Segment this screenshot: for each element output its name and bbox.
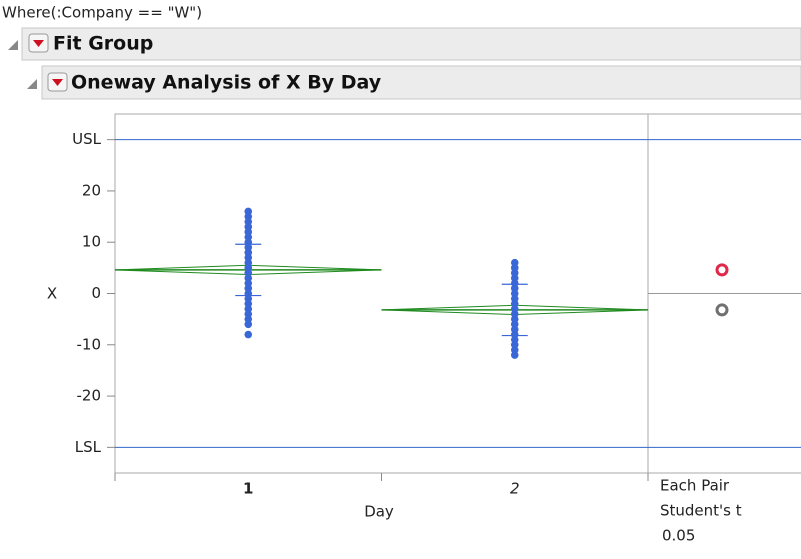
compare-label: Each Pair xyxy=(660,477,730,495)
x-tick-label: 1 xyxy=(243,480,253,498)
y-tick-label: 20 xyxy=(82,181,101,199)
y-tick-label: 0 xyxy=(91,284,101,302)
outline-title: Fit Group xyxy=(53,33,153,55)
where-clause: Where(:Company == "W") xyxy=(2,4,202,22)
disclosure-icon[interactable] xyxy=(8,40,18,50)
x-axis-label: Day xyxy=(364,503,394,521)
spec-limit-label: LSL xyxy=(75,438,102,456)
comparison-circle xyxy=(715,263,729,277)
comparison-circle xyxy=(715,303,729,317)
compare-label: Student's t xyxy=(660,502,742,520)
compare-label: 0.05 xyxy=(662,527,695,545)
outline-header xyxy=(21,27,801,61)
menu-arrow xyxy=(52,79,63,86)
plot-frame xyxy=(114,113,649,474)
menu-arrow xyxy=(33,40,44,47)
outline-title: Oneway Analysis of X By Day xyxy=(71,72,382,94)
y-tick-label: -10 xyxy=(77,335,102,353)
data-point xyxy=(244,320,253,329)
x-tick-label: 2 xyxy=(510,480,520,498)
y-axis-label: X xyxy=(47,285,57,303)
data-point xyxy=(244,330,253,339)
outline-header xyxy=(41,65,801,100)
data-point xyxy=(510,351,519,359)
y-tick-label: 10 xyxy=(82,233,101,251)
disclosure-icon[interactable] xyxy=(27,79,37,89)
spec-limit-label: USL xyxy=(72,130,102,148)
y-tick-label: -20 xyxy=(77,387,102,405)
